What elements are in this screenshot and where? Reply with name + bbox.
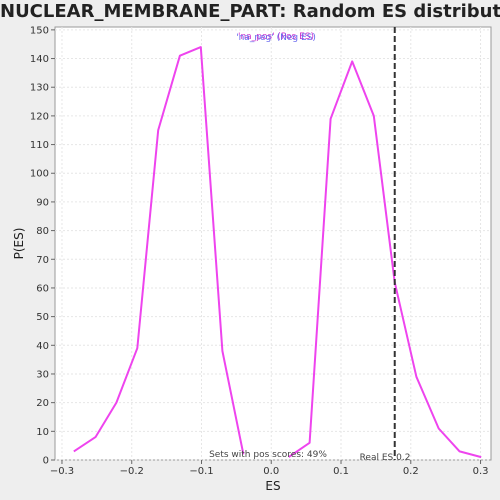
y-tick-label: 150 (30, 25, 49, 36)
y-tick-label: 80 (36, 226, 49, 237)
real-es-label: Real ES 0.2 (360, 453, 411, 463)
y-tick-label: 90 (36, 197, 49, 208)
y-tick-label: 60 (36, 283, 49, 294)
legend: 'na_pos' (Pos ES)'na_neg' (Neg ES) (236, 32, 316, 43)
pos-scores-annotation: Sets with pos scores: 49% (209, 450, 327, 460)
x-tick-label: −0.2 (120, 466, 144, 477)
y-tick-label: 30 (36, 369, 49, 380)
y-tick-label: 20 (36, 398, 49, 409)
x-tick-label: 0.3 (473, 466, 489, 477)
y-tick-label: 70 (36, 255, 49, 266)
y-tick-label: 50 (36, 312, 49, 323)
x-tick-label: 0.1 (333, 466, 349, 477)
y-tick-label: 140 (30, 54, 49, 65)
x-axis-label: ES (265, 479, 280, 493)
x-tick-label: −0.1 (189, 466, 213, 477)
legend-entry: 'na_neg' (Neg ES) (236, 33, 316, 43)
y-tick-label: 110 (30, 140, 49, 151)
y-tick-label: 0 (43, 456, 49, 467)
x-tick-label: 0.2 (403, 466, 419, 477)
y-tick-label: 100 (30, 169, 49, 180)
plot-area (55, 27, 491, 460)
y-tick-label: 10 (36, 427, 49, 438)
y-tick-label: 120 (30, 111, 49, 122)
y-tick-label: 40 (36, 341, 49, 352)
x-tick-label: −0.3 (50, 466, 74, 477)
y-axis-label: P(ES) (12, 228, 26, 260)
y-tick-label: 130 (30, 83, 49, 94)
x-tick-label: 0.0 (263, 466, 279, 477)
